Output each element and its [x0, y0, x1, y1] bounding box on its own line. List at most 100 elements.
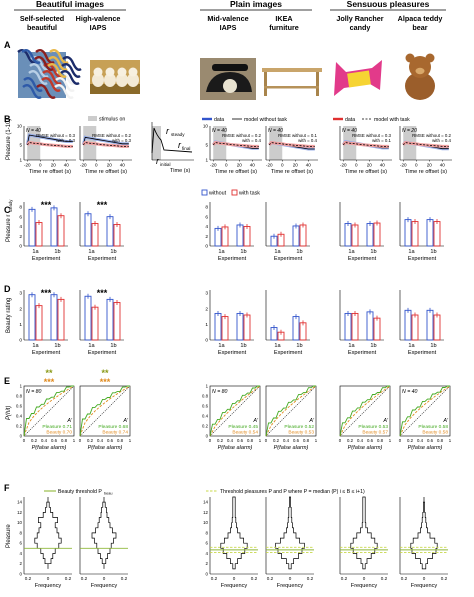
bar-without [426, 309, 434, 341]
x-tick-label: 0 [47, 576, 50, 581]
rmse-without-label: RMSE without = 0.2 [92, 133, 131, 138]
bar-with-task [411, 314, 419, 341]
x-axis-label: Experiment [348, 256, 377, 262]
column-title: candy [350, 23, 371, 32]
y-tick-label: 8 [205, 204, 208, 210]
x-tick-label: 0 [415, 163, 418, 168]
category-label: 1b [110, 249, 116, 255]
bar-with-task [221, 226, 229, 247]
y-tick-label: 1 [205, 158, 208, 163]
x-axis-label: Time re offset (s) [85, 169, 127, 175]
significance-bottom: *** [44, 377, 55, 387]
x-tick-label: 20 [107, 163, 113, 168]
x-axis-label: Experiment [408, 256, 437, 262]
column-title: IAPS [90, 23, 107, 32]
x-tick-label: 0.8 [61, 438, 68, 443]
group-title: Sensuous pleasures [347, 0, 430, 9]
bar-without [28, 208, 36, 247]
plot-frame [399, 385, 451, 437]
n-label: N = 40 [342, 128, 357, 134]
model-with-line [212, 142, 259, 147]
x-axis-label: Experiment [348, 350, 377, 356]
category-label: 1a [348, 249, 355, 255]
bear-body [405, 72, 435, 100]
y-tick-label: 0.2 [202, 424, 209, 429]
y-tick-label: 12 [17, 510, 22, 515]
category-label: 1a [88, 343, 95, 349]
legend-stimulus-label: stimulus on [99, 117, 125, 123]
paint-stroke [28, 70, 48, 85]
puppy-head [105, 67, 115, 77]
bar-without [106, 216, 114, 247]
y-tick-label: 0.4 [16, 414, 23, 419]
category-label: 1b [54, 343, 60, 349]
model-without-line [82, 136, 129, 145]
y-tick-label: 2 [205, 306, 208, 312]
beauty-roc-curve [265, 385, 317, 437]
category-label: 1a [274, 249, 281, 255]
category-label: 1a [218, 343, 225, 349]
x-tick-label: 0.2 [121, 576, 128, 581]
panel-letter: F [4, 483, 10, 493]
category-label: 1a [218, 249, 225, 255]
x-tick-label: 0 [95, 163, 98, 168]
x-tick-label: 0.6 [51, 438, 58, 443]
bar-without [50, 207, 58, 247]
model-with-line [402, 142, 449, 147]
x-tick-label: 1 [315, 438, 318, 443]
y-tick-label: 6 [19, 214, 22, 220]
y-tick-label: 12 [203, 510, 208, 515]
significance-top: ** [45, 368, 53, 378]
puppy-head [93, 67, 103, 77]
chance-diagonal [265, 385, 317, 437]
rmse-without-label: RMSE without = 0.2 [222, 133, 261, 138]
n-label: N = 40 [26, 128, 41, 134]
bar-with-task [299, 322, 307, 341]
significance-stars: *** [97, 200, 108, 210]
beauty-roc-curve [339, 385, 391, 437]
y-tick-label: 1 [20, 384, 23, 389]
photo-ground [90, 84, 140, 94]
plot-frame [339, 385, 391, 437]
paint-stroke [54, 84, 74, 99]
bar-with-task [433, 221, 441, 247]
n-label: N = 80 [26, 389, 42, 395]
puppy-head [117, 67, 127, 77]
bar-with-task [113, 302, 121, 341]
x-tick-label: 0.2 [31, 438, 38, 443]
group-title: Plain images [230, 0, 282, 9]
x-axis-label: Frequency [91, 583, 118, 589]
plot-frame [23, 385, 75, 437]
y-tick-label: 1 [19, 322, 22, 328]
x-tick-label: 0.4 [227, 438, 234, 443]
x-axis-label: P(false alarm) [32, 445, 67, 451]
x-tick-label: 0.4 [357, 438, 364, 443]
x-tick-label: -20 [266, 163, 273, 168]
bar-with-task [373, 317, 381, 341]
legend-without-swatch [201, 189, 208, 196]
rmse-with-label: with = 0.3 [56, 138, 75, 143]
x-tick-label: -20 [24, 163, 31, 168]
x-tick-label: 0.2 [251, 576, 258, 581]
pleasure-aprime: Pleasure 0.68 [98, 424, 128, 430]
bar-without [28, 294, 36, 341]
x-tick-label: 1 [389, 438, 392, 443]
bar-with-task [433, 314, 441, 341]
y-tick-label: 5 [19, 142, 22, 147]
category-label: 1b [430, 343, 436, 349]
plot-frame [79, 385, 131, 437]
phone-handset [212, 64, 248, 71]
rmse-without-label: RMSE without = 0.3 [36, 133, 75, 138]
stimulus-band [152, 126, 161, 160]
x-tick-label: 20 [367, 163, 373, 168]
model-with-line [82, 142, 129, 147]
pleasure-aprime: Pleasure 0.53 [358, 424, 388, 430]
